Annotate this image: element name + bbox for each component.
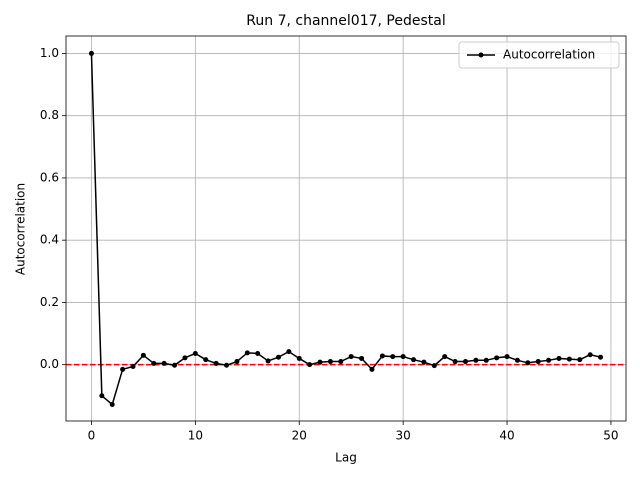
data-point: [504, 354, 510, 360]
x-tick-label: 20: [292, 429, 307, 443]
data-point: [462, 359, 468, 365]
legend-box: [458, 41, 620, 69]
data-point: [348, 354, 354, 360]
legend-marker: [478, 52, 484, 58]
data-point: [275, 354, 281, 360]
data-point: [182, 355, 188, 361]
data-point: [514, 357, 520, 363]
data-point: [317, 359, 323, 365]
data-point: [452, 359, 458, 365]
data-point: [296, 355, 302, 361]
data-point: [130, 364, 136, 370]
data-point: [109, 402, 115, 408]
data-point: [307, 362, 313, 368]
data-point: [442, 354, 448, 360]
y-tick-label: 0.6: [40, 170, 59, 184]
plot-frame: [65, 35, 627, 422]
y-tick-label: 0.0: [40, 357, 59, 371]
data-point: [327, 359, 333, 365]
data-point: [556, 355, 562, 361]
x-tick-label: 10: [188, 429, 203, 443]
x-axis-label: Lag: [335, 451, 357, 465]
data-point: [286, 349, 292, 355]
data-point: [99, 393, 105, 399]
y-axis-label: Autocorrelation: [14, 183, 28, 275]
y-tick-label: 0.2: [40, 295, 59, 309]
legend-label: Autocorrelation: [503, 48, 595, 62]
x-tick-label: 50: [603, 429, 618, 443]
data-point: [577, 357, 583, 363]
data-point: [244, 350, 250, 356]
data-point: [140, 352, 146, 358]
data-point: [224, 362, 230, 368]
data-point: [421, 359, 427, 365]
data-point: [587, 352, 593, 358]
data-point: [161, 360, 167, 366]
x-tick-label: 30: [396, 429, 411, 443]
data-point: [494, 355, 500, 361]
data-point: [88, 50, 94, 56]
data-point: [535, 359, 541, 365]
data-point: [546, 357, 552, 363]
data-point: [390, 354, 396, 360]
data-point: [203, 357, 209, 363]
data-point: [338, 359, 344, 365]
data-point: [213, 360, 219, 366]
data-point: [525, 360, 531, 366]
legend: Autocorrelation: [458, 41, 620, 69]
data-point: [234, 359, 240, 365]
data-point: [265, 358, 271, 364]
data-point: [473, 357, 479, 363]
data-point: [255, 350, 261, 356]
y-tick-label: 0.4: [40, 233, 59, 247]
data-point: [151, 360, 157, 366]
data-point: [400, 354, 406, 360]
x-tick-label: 40: [499, 429, 514, 443]
data-point: [566, 356, 572, 362]
data-point: [411, 357, 417, 363]
chart-title: Run 7, channel017, Pedestal: [246, 13, 445, 29]
data-point: [120, 366, 126, 372]
data-point: [172, 362, 178, 368]
y-tick-label: 1.0: [40, 46, 59, 60]
x-tick-label: 0: [88, 429, 96, 443]
data-point: [598, 354, 604, 360]
data-point: [483, 357, 489, 363]
data-point: [192, 350, 198, 356]
data-point: [369, 366, 375, 372]
data-point: [431, 363, 437, 369]
y-tick-label: 0.8: [40, 108, 59, 122]
data-point: [379, 353, 385, 359]
data-point: [359, 355, 365, 361]
